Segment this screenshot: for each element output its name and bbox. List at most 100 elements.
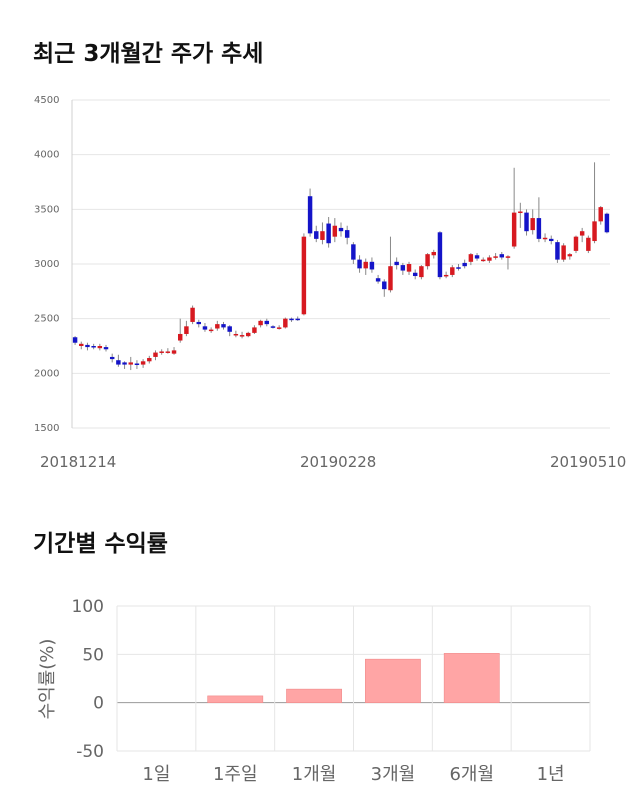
candle-body: [147, 358, 152, 362]
candle-body: [511, 212, 517, 247]
candle-body: [394, 261, 399, 266]
x-tick-label: 1일: [142, 764, 170, 785]
candle-body: [425, 254, 430, 267]
price-trend-title: 최근 3개월간 주가 추세: [33, 41, 264, 67]
candle-body: [79, 343, 84, 346]
candle-body: [549, 238, 554, 242]
candle-body: [320, 231, 325, 240]
candle-body: [338, 227, 344, 232]
candle-body: [505, 256, 511, 258]
y-tick-label: 3500: [34, 204, 59, 215]
candle-body: [400, 265, 406, 271]
return-bar: [207, 695, 264, 703]
candle-body: [270, 326, 276, 328]
candle-body: [369, 261, 375, 270]
candle-body: [474, 255, 480, 259]
y-tick-label: 100: [72, 597, 104, 617]
candle-body: [128, 362, 133, 365]
y-tick-label: 4500: [34, 95, 59, 106]
candle-body: [202, 326, 208, 330]
candle-body: [375, 278, 381, 282]
candle-body: [326, 223, 331, 244]
y-axis-label: 수익률(%): [37, 639, 58, 720]
period-return-title: 기간별 수익률: [33, 531, 168, 557]
candle-body: [406, 264, 412, 272]
candle-body: [561, 245, 566, 260]
candle-body: [221, 324, 226, 328]
candle-body: [555, 242, 560, 260]
candle-body: [122, 362, 127, 365]
y-tick-label: 2000: [34, 368, 59, 379]
candle-body: [103, 347, 109, 350]
candle-body: [579, 231, 585, 236]
candle-body: [153, 352, 158, 357]
candle-body: [295, 318, 300, 321]
x-tick-label: 3개월: [371, 764, 416, 785]
candle-body: [437, 232, 443, 278]
candle-body: [258, 320, 263, 326]
candle-body: [314, 231, 319, 239]
candle-body: [382, 281, 387, 290]
candle-body: [171, 350, 177, 354]
candle-body: [604, 213, 610, 233]
candle-body: [140, 361, 146, 365]
candle-body: [388, 266, 393, 291]
candle-body: [487, 257, 492, 261]
return-bar: [365, 658, 421, 703]
y-tick-label: 0: [93, 694, 104, 714]
candle-body: [134, 363, 140, 365]
candle-body: [363, 261, 368, 269]
candle-body: [412, 272, 418, 277]
candle-body: [419, 266, 424, 278]
candle-body: [264, 320, 270, 325]
x-tick-label: 1개월: [292, 764, 337, 785]
candle-body: [456, 267, 461, 269]
candle-body: [530, 218, 535, 231]
candle-body: [233, 333, 239, 336]
candle-body: [536, 218, 542, 239]
candle-body: [462, 262, 467, 267]
candle-body: [443, 274, 449, 277]
x-tick-label: 1주일: [213, 764, 258, 785]
candle-body: [276, 327, 282, 329]
x-tick-label: 20190228: [300, 453, 376, 471]
x-tick-label: 6개월: [449, 764, 494, 785]
candlestick-chart: 1500 2000 2500 3000 3500 4000 4500 20181214 2019…: [34, 95, 626, 471]
candle-body: [190, 307, 195, 322]
candle-body: [227, 326, 232, 332]
candle-body: [165, 351, 171, 353]
y-tick-label: 2500: [34, 314, 59, 325]
candle-body: [598, 207, 603, 222]
y-tick-label: -50: [76, 742, 104, 762]
candle-body: [72, 337, 78, 343]
candle-body: [524, 212, 529, 232]
candle-body: [468, 254, 474, 262]
candle-body: [518, 211, 523, 214]
candle-body: [592, 221, 597, 242]
candle-body: [289, 318, 294, 321]
candle-body: [499, 254, 505, 258]
x-tick-label: 20190510: [550, 453, 626, 471]
candle-body: [177, 333, 183, 341]
candle-body: [332, 225, 338, 237]
candle-body: [97, 346, 103, 349]
candle-body: [586, 237, 591, 251]
candle-body: [85, 344, 90, 348]
candle-body: [431, 251, 436, 256]
candle-body: [91, 346, 96, 348]
y-tick-label: 3000: [34, 259, 59, 270]
candle-body: [357, 259, 362, 269]
candle-body: [239, 335, 245, 337]
candle-body: [215, 324, 220, 329]
x-tick-label: 1년: [537, 764, 565, 785]
candle-body: [542, 237, 548, 240]
candle-body: [208, 329, 214, 332]
candle-body: [450, 267, 455, 275]
return-bar: [443, 653, 500, 703]
candle-body: [344, 230, 350, 238]
candle-body: [252, 327, 257, 333]
candle-body: [481, 259, 486, 262]
candle-body: [283, 318, 288, 328]
candle-body: [184, 326, 189, 334]
